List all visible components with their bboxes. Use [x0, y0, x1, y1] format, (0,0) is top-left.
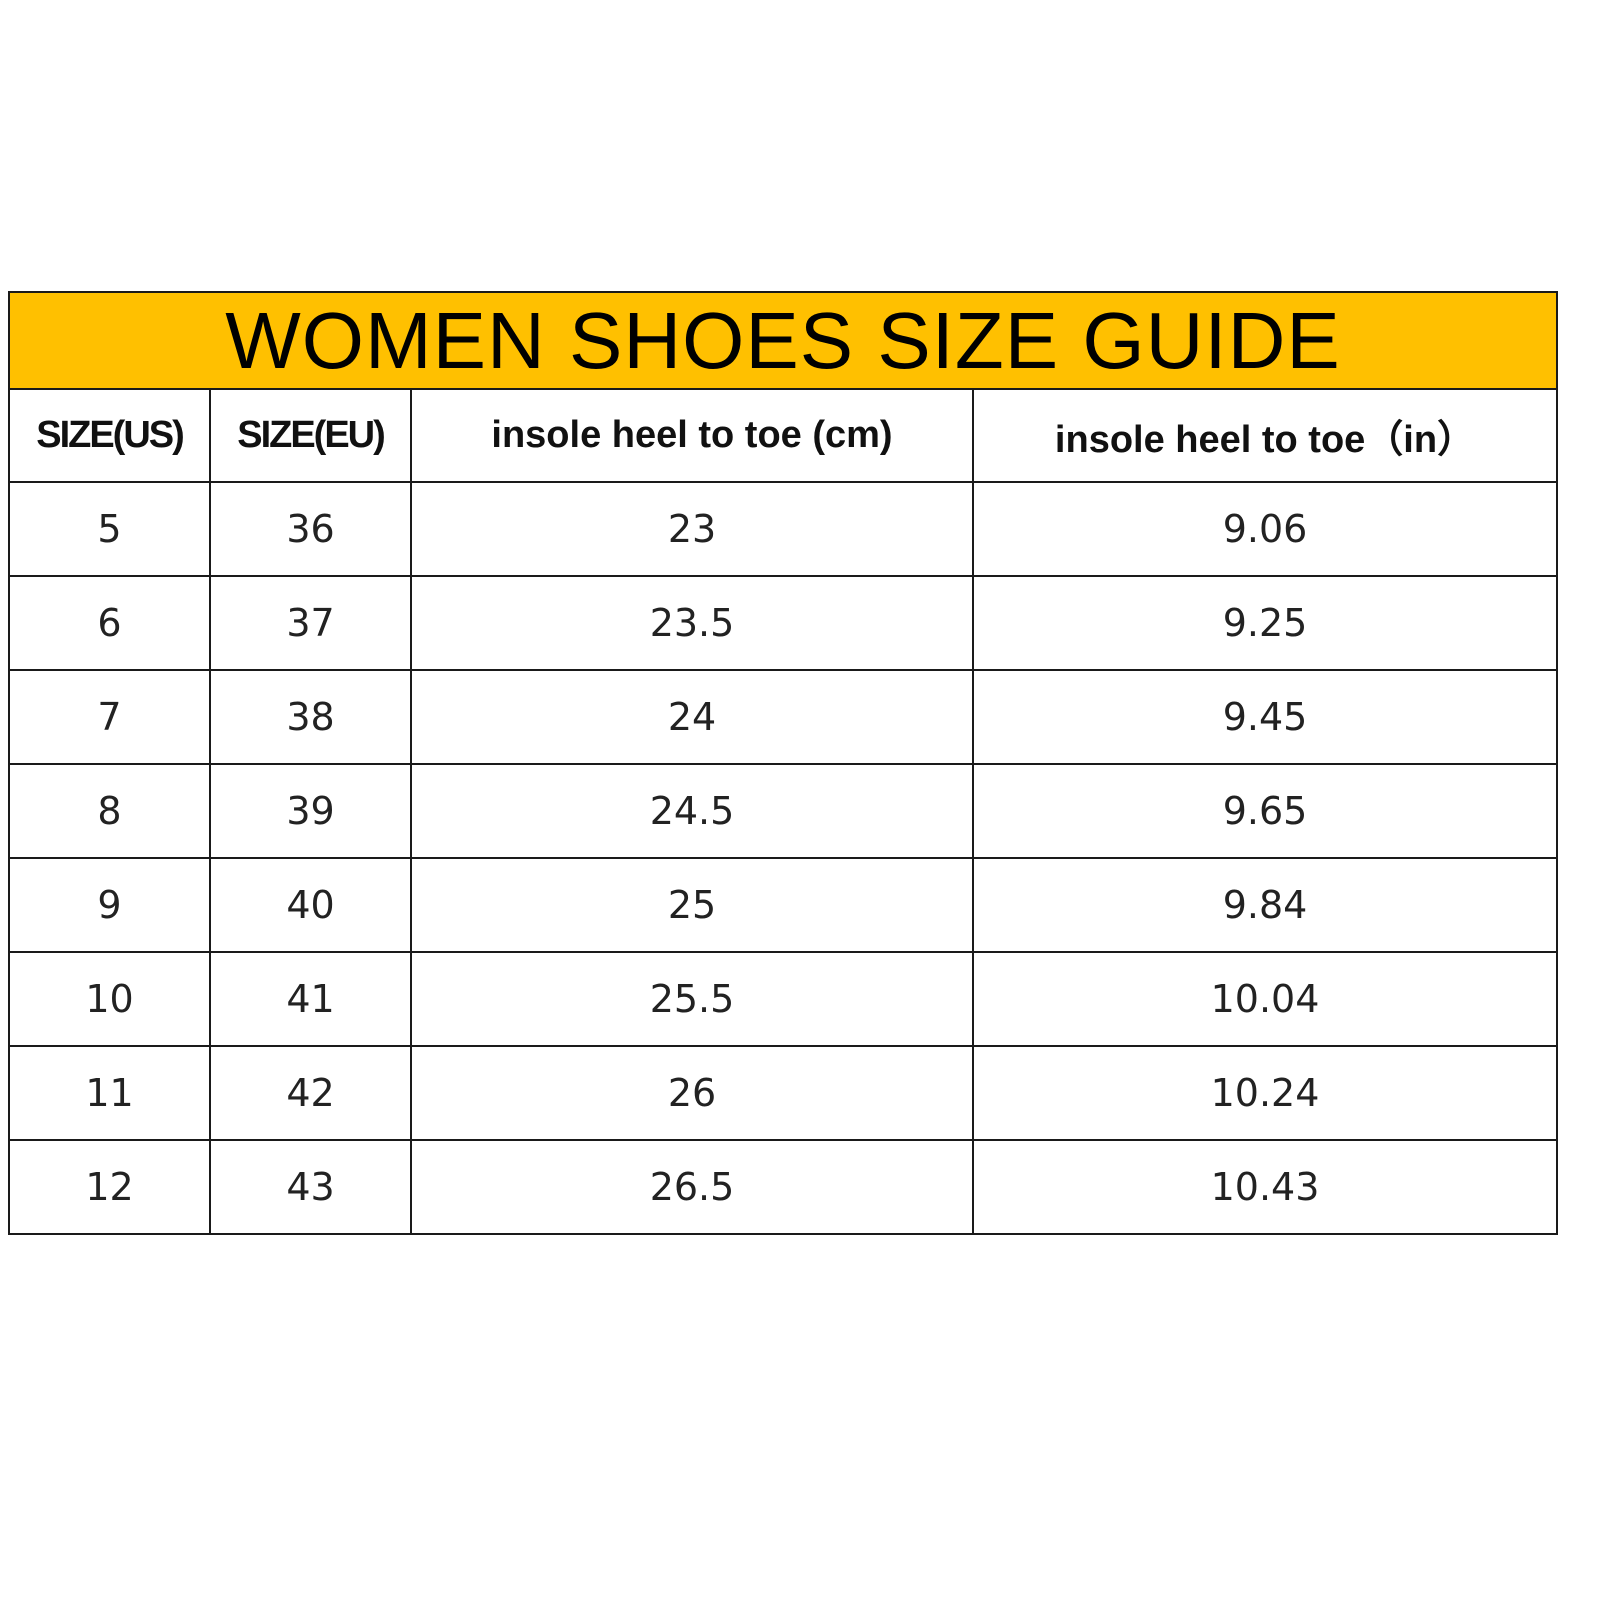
column-header-size-eu: SIZE(EU) [209, 388, 412, 483]
cell-size-eu: 42 [209, 1045, 412, 1141]
cell-insole-cm: 26.5 [410, 1139, 974, 1235]
cell-insole-in: 9.06 [972, 481, 1558, 577]
size-guide-table: WOMEN SHOES SIZE GUIDE SIZE(US) SIZE(EU)… [8, 291, 1558, 1235]
cell-insole-in: 9.84 [972, 857, 1558, 953]
cell-insole-in: 10.43 [972, 1139, 1558, 1235]
cell-size-eu: 43 [209, 1139, 412, 1235]
cell-size-eu: 41 [209, 951, 412, 1047]
cell-insole-cm: 24.5 [410, 763, 974, 859]
cell-insole-cm: 25.5 [410, 951, 974, 1047]
cell-insole-in: 10.24 [972, 1045, 1558, 1141]
cell-size-us: 11 [8, 1045, 211, 1141]
column-header-insole-in: insole heel to toe（in） [972, 388, 1558, 483]
column-header-size-us: SIZE(US) [8, 388, 211, 483]
cell-insole-cm: 26 [410, 1045, 974, 1141]
cell-size-us: 5 [8, 481, 211, 577]
table-title: WOMEN SHOES SIZE GUIDE [8, 291, 1558, 390]
cell-insole-in: 9.65 [972, 763, 1558, 859]
cell-size-us: 12 [8, 1139, 211, 1235]
cell-insole-cm: 25 [410, 857, 974, 953]
cell-insole-cm: 24 [410, 669, 974, 765]
cell-size-eu: 38 [209, 669, 412, 765]
table-row: 11 42 26 10.24 [8, 1045, 1558, 1141]
cell-insole-in: 9.45 [972, 669, 1558, 765]
cell-size-us: 7 [8, 669, 211, 765]
cell-size-us: 6 [8, 575, 211, 671]
column-header-insole-cm: insole heel to toe (cm) [410, 388, 974, 483]
cell-size-us: 8 [8, 763, 211, 859]
header-row: SIZE(US) SIZE(EU) insole heel to toe (cm… [8, 388, 1558, 483]
table-row: 9 40 25 9.84 [8, 857, 1558, 953]
table-body: 5 36 23 9.06 6 37 23.5 9.25 7 38 24 9.45 8 39 24.5 9.65… [8, 481, 1558, 1235]
table-row: 6 37 23.5 9.25 [8, 575, 1558, 671]
cell-insole-in: 9.25 [972, 575, 1558, 671]
cell-size-us: 9 [8, 857, 211, 953]
cell-size-eu: 39 [209, 763, 412, 859]
cell-size-eu: 40 [209, 857, 412, 953]
table-row: 7 38 24 9.45 [8, 669, 1558, 765]
cell-insole-cm: 23 [410, 481, 974, 577]
table-row: 5 36 23 9.06 [8, 481, 1558, 577]
table-row: 12 43 26.5 10.43 [8, 1139, 1558, 1235]
cell-size-eu: 37 [209, 575, 412, 671]
cell-insole-in: 10.04 [972, 951, 1558, 1047]
cell-insole-cm: 23.5 [410, 575, 974, 671]
table-row: 10 41 25.5 10.04 [8, 951, 1558, 1047]
cell-size-eu: 36 [209, 481, 412, 577]
table-row: 8 39 24.5 9.65 [8, 763, 1558, 859]
cell-size-us: 10 [8, 951, 211, 1047]
